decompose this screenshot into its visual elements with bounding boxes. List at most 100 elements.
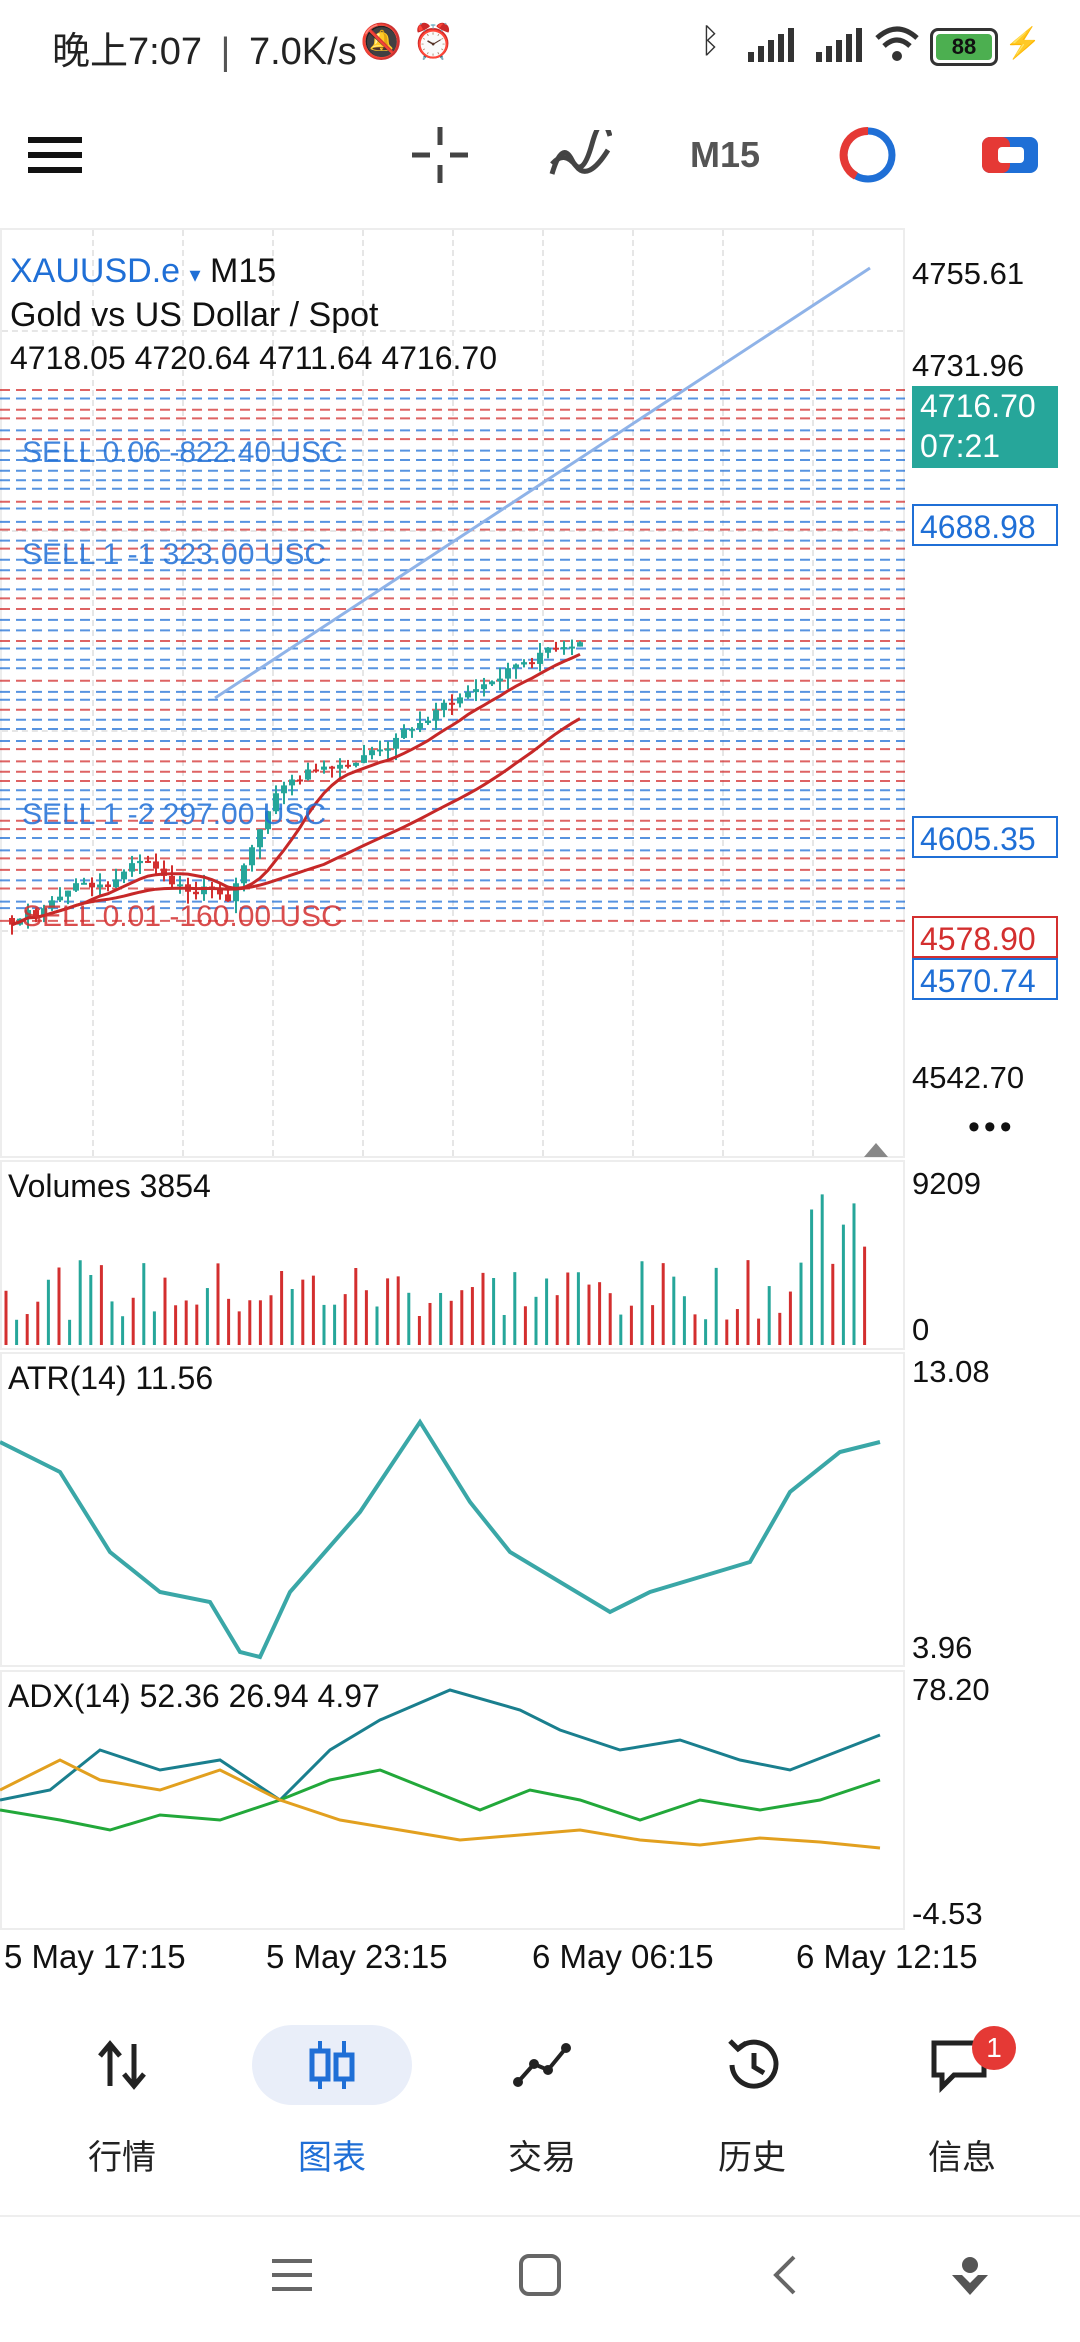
volumes-panel[interactable]: Volumes 3854 9209 0	[0, 1160, 1080, 1350]
candle	[113, 879, 119, 887]
order-line-label: SELL 1 -1 323.00 USC	[22, 538, 327, 571]
mute-icon: 🔕	[360, 23, 403, 61]
more-options-button[interactable]: •••	[968, 1108, 1016, 1146]
candle	[121, 871, 127, 880]
candle	[497, 678, 503, 682]
atr-line	[0, 1418, 881, 1660]
candle	[409, 728, 415, 731]
status-bar: 晚上7:07 | 7.0K/s 🔕 ⏰ ᛒ 88 ⚡	[0, 0, 1080, 92]
candle	[177, 884, 183, 887]
nav-label: 图表	[298, 2139, 366, 2177]
candle	[481, 684, 487, 690]
candle	[321, 766, 327, 770]
candle-timer: 07:21	[920, 428, 1001, 464]
home-button[interactable]	[518, 2253, 562, 2302]
candle	[433, 710, 439, 721]
candle	[369, 750, 375, 756]
order-price-tag: 4578.90	[912, 916, 1058, 958]
battery-level: 88	[936, 34, 992, 60]
candle	[545, 647, 551, 653]
candle	[537, 652, 543, 664]
candle	[441, 702, 447, 711]
nav-label: 行情	[88, 2139, 156, 2177]
candle	[329, 766, 335, 769]
candle	[97, 884, 103, 888]
nav-item-quotes[interactable]: 行情	[14, 2010, 230, 2210]
candle	[105, 884, 111, 887]
panel-resize-handle[interactable]	[864, 1143, 888, 1157]
one-click-trading-button[interactable]	[828, 100, 908, 210]
nav-item-messages[interactable]: 1 信息	[854, 2010, 1070, 2210]
candle	[337, 764, 343, 769]
candle	[465, 692, 471, 698]
candle	[241, 865, 247, 884]
recent-apps-button[interactable]	[270, 2255, 314, 2300]
candle	[505, 668, 511, 679]
candle	[217, 889, 223, 895]
atr-max: 13.08	[912, 1354, 990, 1389]
ohlc-values: 4718.05 4720.64 4711.64 4716.70	[10, 340, 497, 376]
nav-item-chart[interactable]: 图表	[224, 2010, 440, 2210]
candle	[249, 847, 255, 866]
adx-panel[interactable]: ADX(14) 52.36 26.94 4.97 78.20 -4.53	[0, 1670, 1080, 1931]
candle	[401, 729, 407, 738]
main-chart[interactable]: XAUUSD.e ▾ M15 Gold vs US Dollar / Spot …	[0, 228, 1080, 1158]
nav-item-trade[interactable]: 交易	[434, 2010, 650, 2210]
network-speed: 7.0K/s	[248, 31, 357, 73]
clock-text: 晚上7:07	[52, 31, 202, 73]
candle	[529, 662, 535, 665]
order-line-label: SELL 1 -2 297.00 USC	[22, 798, 327, 831]
symbol-name[interactable]: XAUUSD.e	[10, 252, 181, 290]
candle	[385, 748, 391, 751]
one-click-trading-icon	[839, 126, 896, 183]
candle	[265, 811, 271, 830]
candle	[193, 891, 199, 895]
candle	[137, 860, 143, 864]
time-axis-label: 6 May 12:15	[796, 1938, 978, 1975]
assistant-button[interactable]	[948, 2251, 992, 2304]
timeframe-button[interactable]: M15	[680, 100, 770, 210]
candle	[257, 829, 263, 848]
order-price-tag: 4688.98	[912, 504, 1058, 546]
alarm-icon: ⏰	[412, 23, 455, 61]
volumes-svg	[4, 1194, 867, 1345]
indicators-button[interactable]	[540, 100, 620, 210]
nav-item-history[interactable]: 历史	[644, 2010, 860, 2210]
menu-button[interactable]	[20, 100, 90, 210]
back-button[interactable]	[770, 2253, 800, 2302]
battery-icon: 88	[930, 28, 998, 66]
symbol-dropdown-icon[interactable]: ▾	[189, 262, 201, 287]
candle	[377, 749, 383, 752]
adx-line	[0, 1688, 881, 1802]
candle	[9, 918, 15, 925]
chart-plot-area	[0, 228, 905, 1158]
candle	[57, 896, 63, 901]
candle	[73, 883, 79, 891]
candle	[313, 769, 319, 772]
candle	[553, 647, 559, 650]
bluetooth-icon: ᛒ	[700, 22, 721, 60]
candle	[25, 910, 31, 919]
trend-line	[214, 266, 871, 700]
candle	[281, 785, 287, 794]
atr-panel[interactable]: ATR(14) 11.56 13.08 3.96	[0, 1352, 1080, 1667]
volumes-plot-area	[0, 1160, 905, 1350]
candlestick-chart-icon	[252, 2025, 412, 2105]
time-axis: 5 May 17:15 5 May 23:15 6 May 06:15 6 Ma…	[0, 1934, 1080, 1984]
crosshair-button[interactable]	[400, 100, 480, 210]
trade-toggle-button[interactable]	[970, 100, 1050, 210]
recent-apps-icon	[272, 2259, 312, 2291]
nav-label: 历史	[718, 2139, 786, 2177]
nav-label: 交易	[508, 2139, 576, 2177]
candle	[417, 723, 423, 729]
back-icon	[773, 2255, 796, 2295]
atr-label: ATR(14) 11.56	[8, 1360, 214, 1396]
atr-min: 3.96	[912, 1630, 973, 1665]
order-price-tag: 4605.35	[912, 816, 1058, 858]
quotes-arrows-icon	[72, 2030, 172, 2100]
candle	[345, 764, 351, 767]
adx-label: ADX(14) 52.36 26.94 4.97	[8, 1678, 380, 1714]
trade-line-icon	[492, 2030, 592, 2100]
system-navigation-bar	[0, 2215, 1080, 2342]
time-axis-label: 6 May 06:15	[532, 1938, 714, 1975]
